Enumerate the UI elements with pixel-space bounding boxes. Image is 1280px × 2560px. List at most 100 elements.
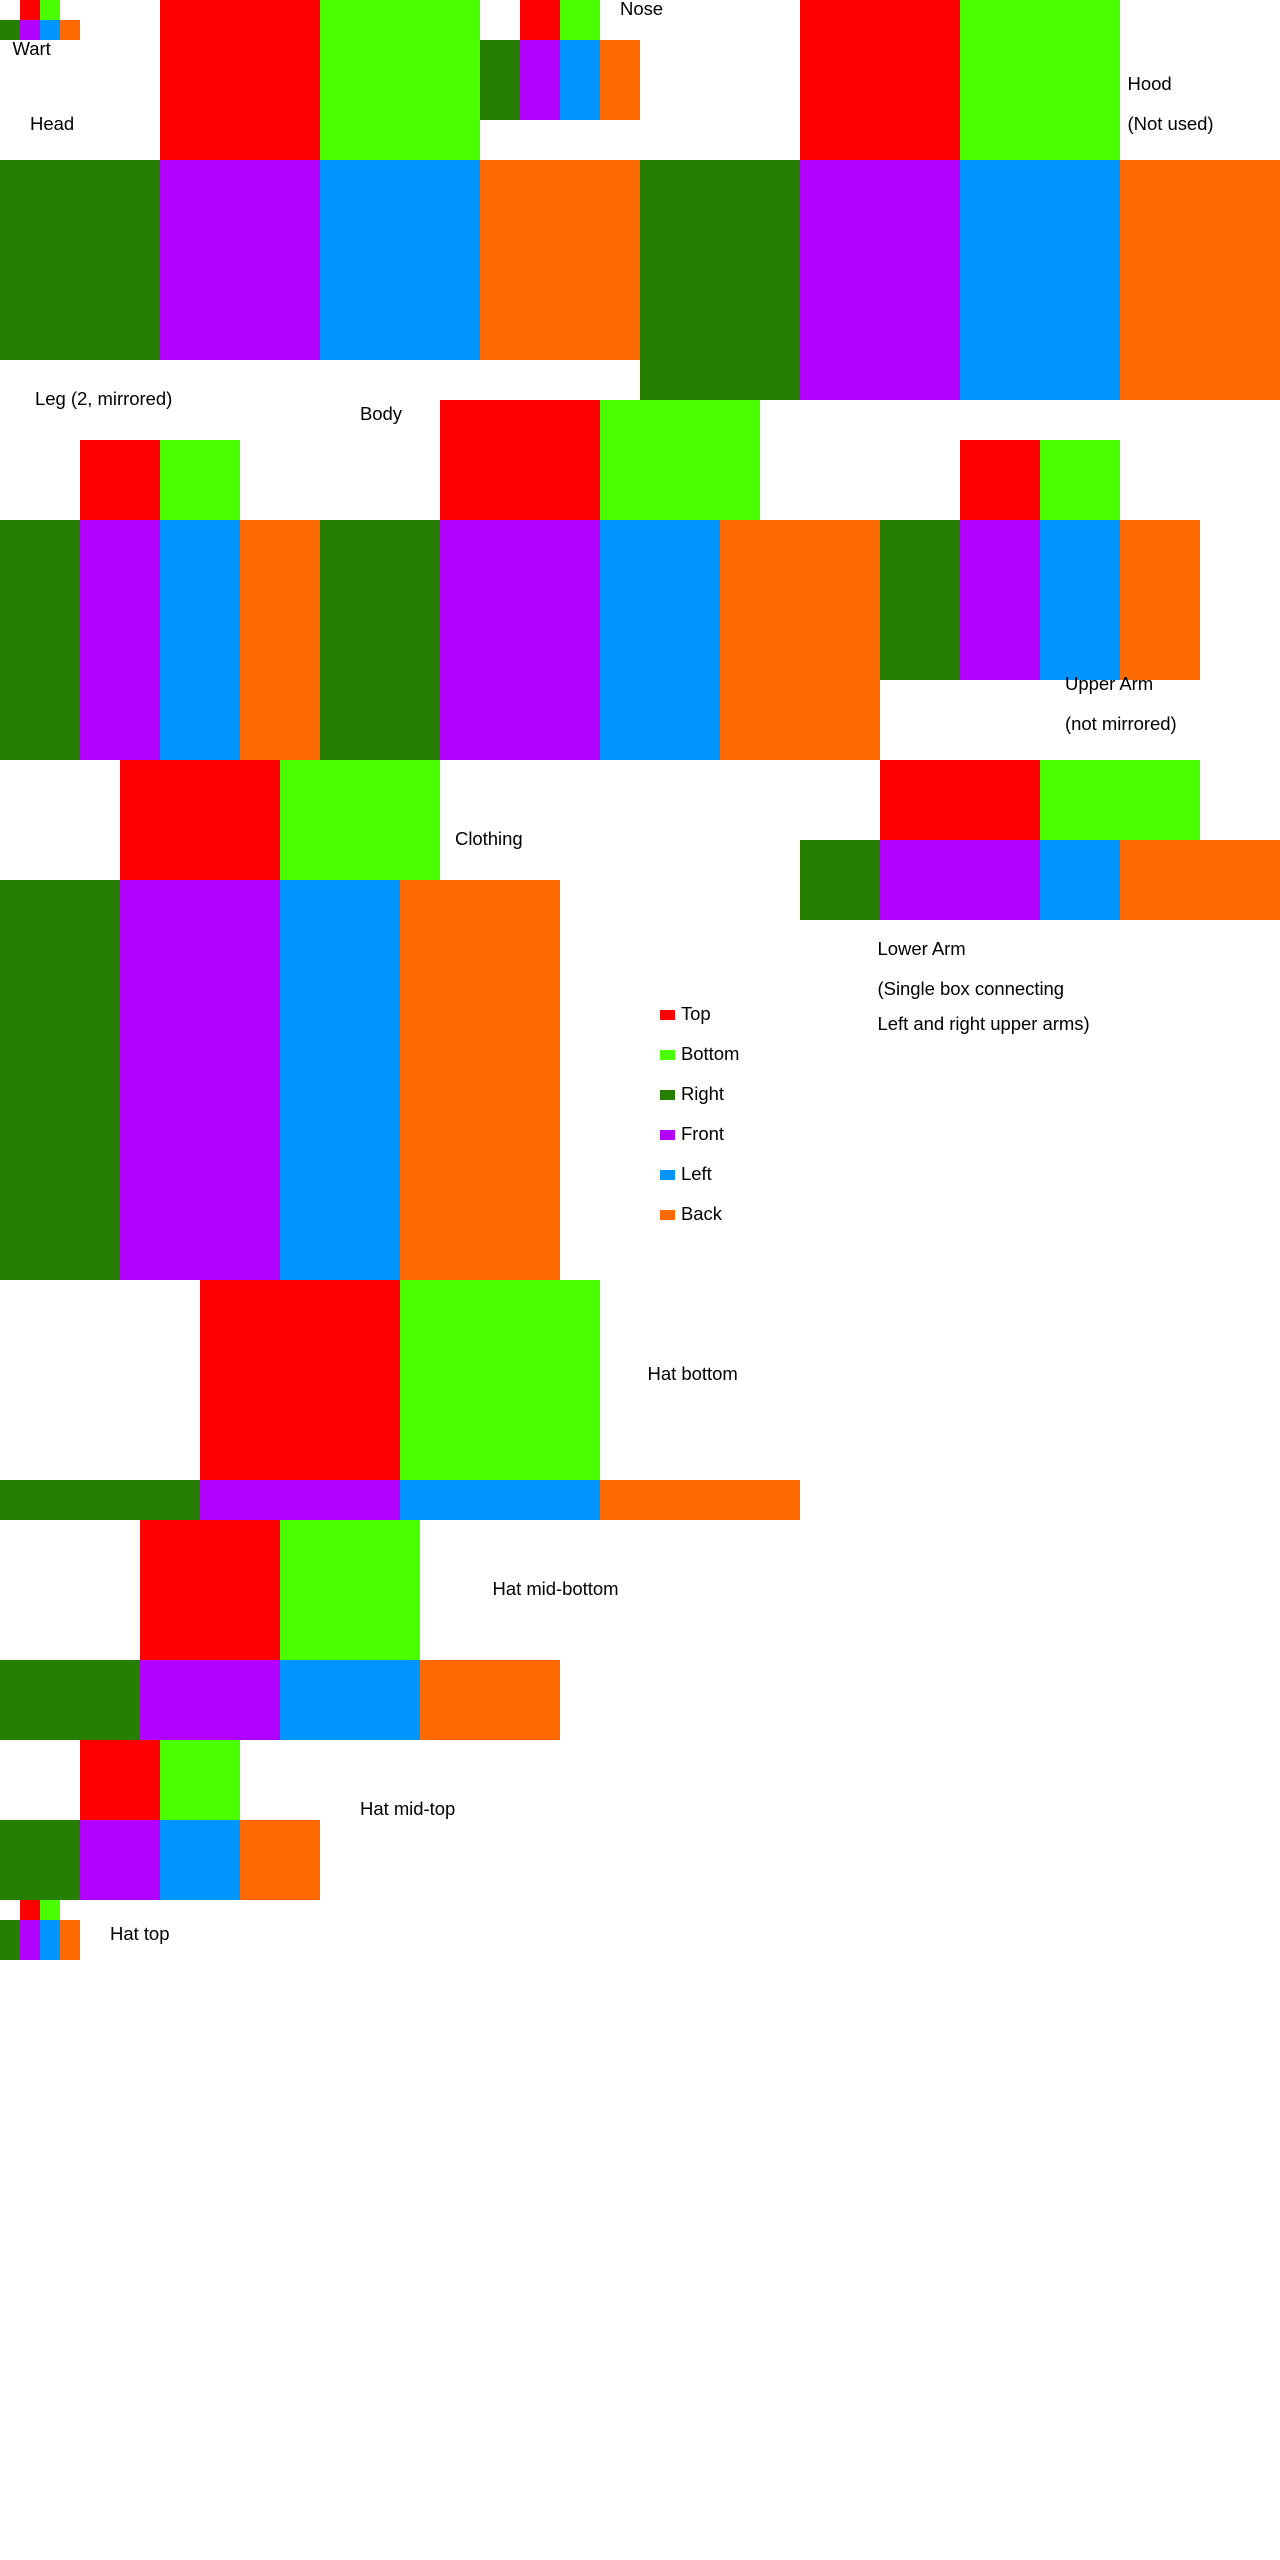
body-label: Body: [360, 402, 403, 423]
legend-swatch: [660, 1087, 673, 1101]
hat-bottom-front-face: [200, 1480, 400, 1520]
upper-arm-left-face: [1040, 520, 1120, 680]
lower-arm-label-line-2: (Single box connecting: [877, 977, 1065, 998]
legend-label: Back: [680, 1202, 722, 1223]
head-bottom-face: [320, 0, 480, 160]
hat-mid-bottom-top-face: [140, 1520, 280, 1660]
head-front-face: [160, 160, 320, 360]
hat-bottom-back-face: [600, 1480, 800, 1520]
head-top-face: [160, 0, 320, 160]
leg-back-face: [240, 520, 320, 760]
clothing-right-face: [0, 880, 120, 1280]
head-left-face: [320, 160, 480, 360]
hat-mid-top-left-face: [160, 1820, 240, 1900]
legend-label: Top: [680, 1002, 711, 1023]
hood-bottom-face: [960, 0, 1120, 160]
nose-right-face: [480, 40, 520, 120]
lower-arm-left-face: [1040, 840, 1120, 920]
legend-swatch: [660, 1007, 673, 1021]
hat-bottom-left-face: [400, 1480, 600, 1520]
hat-mid-top-back-face: [240, 1820, 320, 1900]
head-label: Head: [30, 115, 75, 135]
hat-mid-bottom-back-face: [420, 1660, 560, 1740]
hat-top-left-face: [40, 1920, 60, 1960]
upper-arm-right-face: [880, 520, 960, 680]
clothing-label: Clothing: [455, 830, 523, 850]
legend-swatch: [660, 1167, 673, 1181]
upper-arm-label-line-1: Upper Arm: [1065, 675, 1154, 695]
wart-left-face: [40, 20, 60, 40]
body-back-face: [720, 520, 880, 760]
hat-mid-top-bottom-face: [160, 1740, 240, 1820]
body-right-face: [320, 520, 440, 760]
legend-label: Left: [680, 1162, 712, 1183]
hood-label-line-2: (Not used): [1127, 112, 1214, 133]
head-back-face: [480, 160, 640, 360]
legend-swatch: [660, 1047, 673, 1061]
hat-top-right-face: [0, 1920, 20, 1960]
wart-right-face: [0, 20, 20, 40]
hat-mid-bottom-right-face: [0, 1660, 140, 1740]
clothing-top-face: [120, 760, 280, 880]
upper-arm-bottom-face: [1040, 440, 1120, 520]
leg-label: Leg (2, mirrored): [35, 390, 173, 410]
lower-arm-label-line-3: Left and right upper arms): [877, 1015, 1090, 1035]
legend-label: Front: [680, 1122, 724, 1143]
body-top-face: [440, 400, 600, 520]
nose-back-face: [600, 40, 640, 120]
hood-right-face: [640, 160, 800, 400]
nose-top-face: [520, 0, 560, 40]
body-left-face: [600, 520, 720, 760]
upper-arm-label-line-2: (not mirrored): [1065, 712, 1177, 733]
hat-mid-bottom-bottom-face: [280, 1520, 420, 1660]
hat-mid-bottom-left-face: [280, 1660, 420, 1740]
hat-mid-top-front-face: [80, 1820, 160, 1900]
lower-arm-right-face: [800, 840, 880, 920]
nose-front-face: [520, 40, 560, 120]
upper-arm-back-face: [1120, 520, 1200, 680]
clothing-left-face: [280, 880, 400, 1280]
lower-arm-front-face: [880, 840, 1040, 920]
hat-top-bottom-face: [40, 1900, 60, 1920]
legend-label: Bottom: [680, 1042, 740, 1063]
wart-top-face: [20, 0, 40, 20]
leg-left-face: [160, 520, 240, 760]
head-right-face: [0, 160, 160, 360]
hat-mid-top-top-face: [80, 1740, 160, 1820]
nose-left-face: [560, 40, 600, 120]
hat-bottom-top-face: [200, 1280, 400, 1480]
wart-front-face: [20, 20, 40, 40]
upper-arm-front-face: [960, 520, 1040, 680]
body-bottom-face: [600, 400, 760, 520]
hat-top-top-face: [20, 1900, 40, 1920]
nose-label: Nose: [620, 0, 664, 20]
hood-back-face: [1120, 160, 1280, 400]
hat-bottom-label: Hat bottom: [647, 1365, 738, 1385]
lower-arm-top-face: [880, 760, 1040, 840]
lower-arm-back-face: [1120, 840, 1280, 920]
clothing-front-face: [120, 880, 280, 1280]
wart-label: Wart: [12, 40, 51, 60]
hat-bottom-bottom-face: [400, 1280, 600, 1480]
hat-mid-top-right-face: [0, 1820, 80, 1900]
hat-top-back-face: [60, 1920, 80, 1960]
hood-label-line-1: Hood: [1127, 75, 1172, 95]
hat-top-label: Hat top: [110, 1922, 170, 1943]
lower-arm-bottom-face: [1040, 760, 1200, 840]
legend-swatch: [660, 1207, 673, 1221]
leg-bottom-face: [160, 440, 240, 520]
leg-top-face: [80, 440, 160, 520]
clothing-bottom-face: [280, 760, 440, 880]
hood-top-face: [800, 0, 960, 160]
legend-label: Right: [680, 1082, 724, 1103]
hood-left-face: [960, 160, 1120, 400]
body-front-face: [440, 520, 600, 760]
hat-mid-bottom-label: Hat mid-bottom: [492, 1577, 619, 1598]
clothing-back-face: [400, 880, 560, 1280]
nose-bottom-face: [560, 0, 600, 40]
hat-top-front-face: [20, 1920, 40, 1960]
leg-front-face: [80, 520, 160, 760]
leg-right-face: [0, 520, 80, 760]
hood-front-face: [800, 160, 960, 400]
wart-back-face: [60, 20, 80, 40]
